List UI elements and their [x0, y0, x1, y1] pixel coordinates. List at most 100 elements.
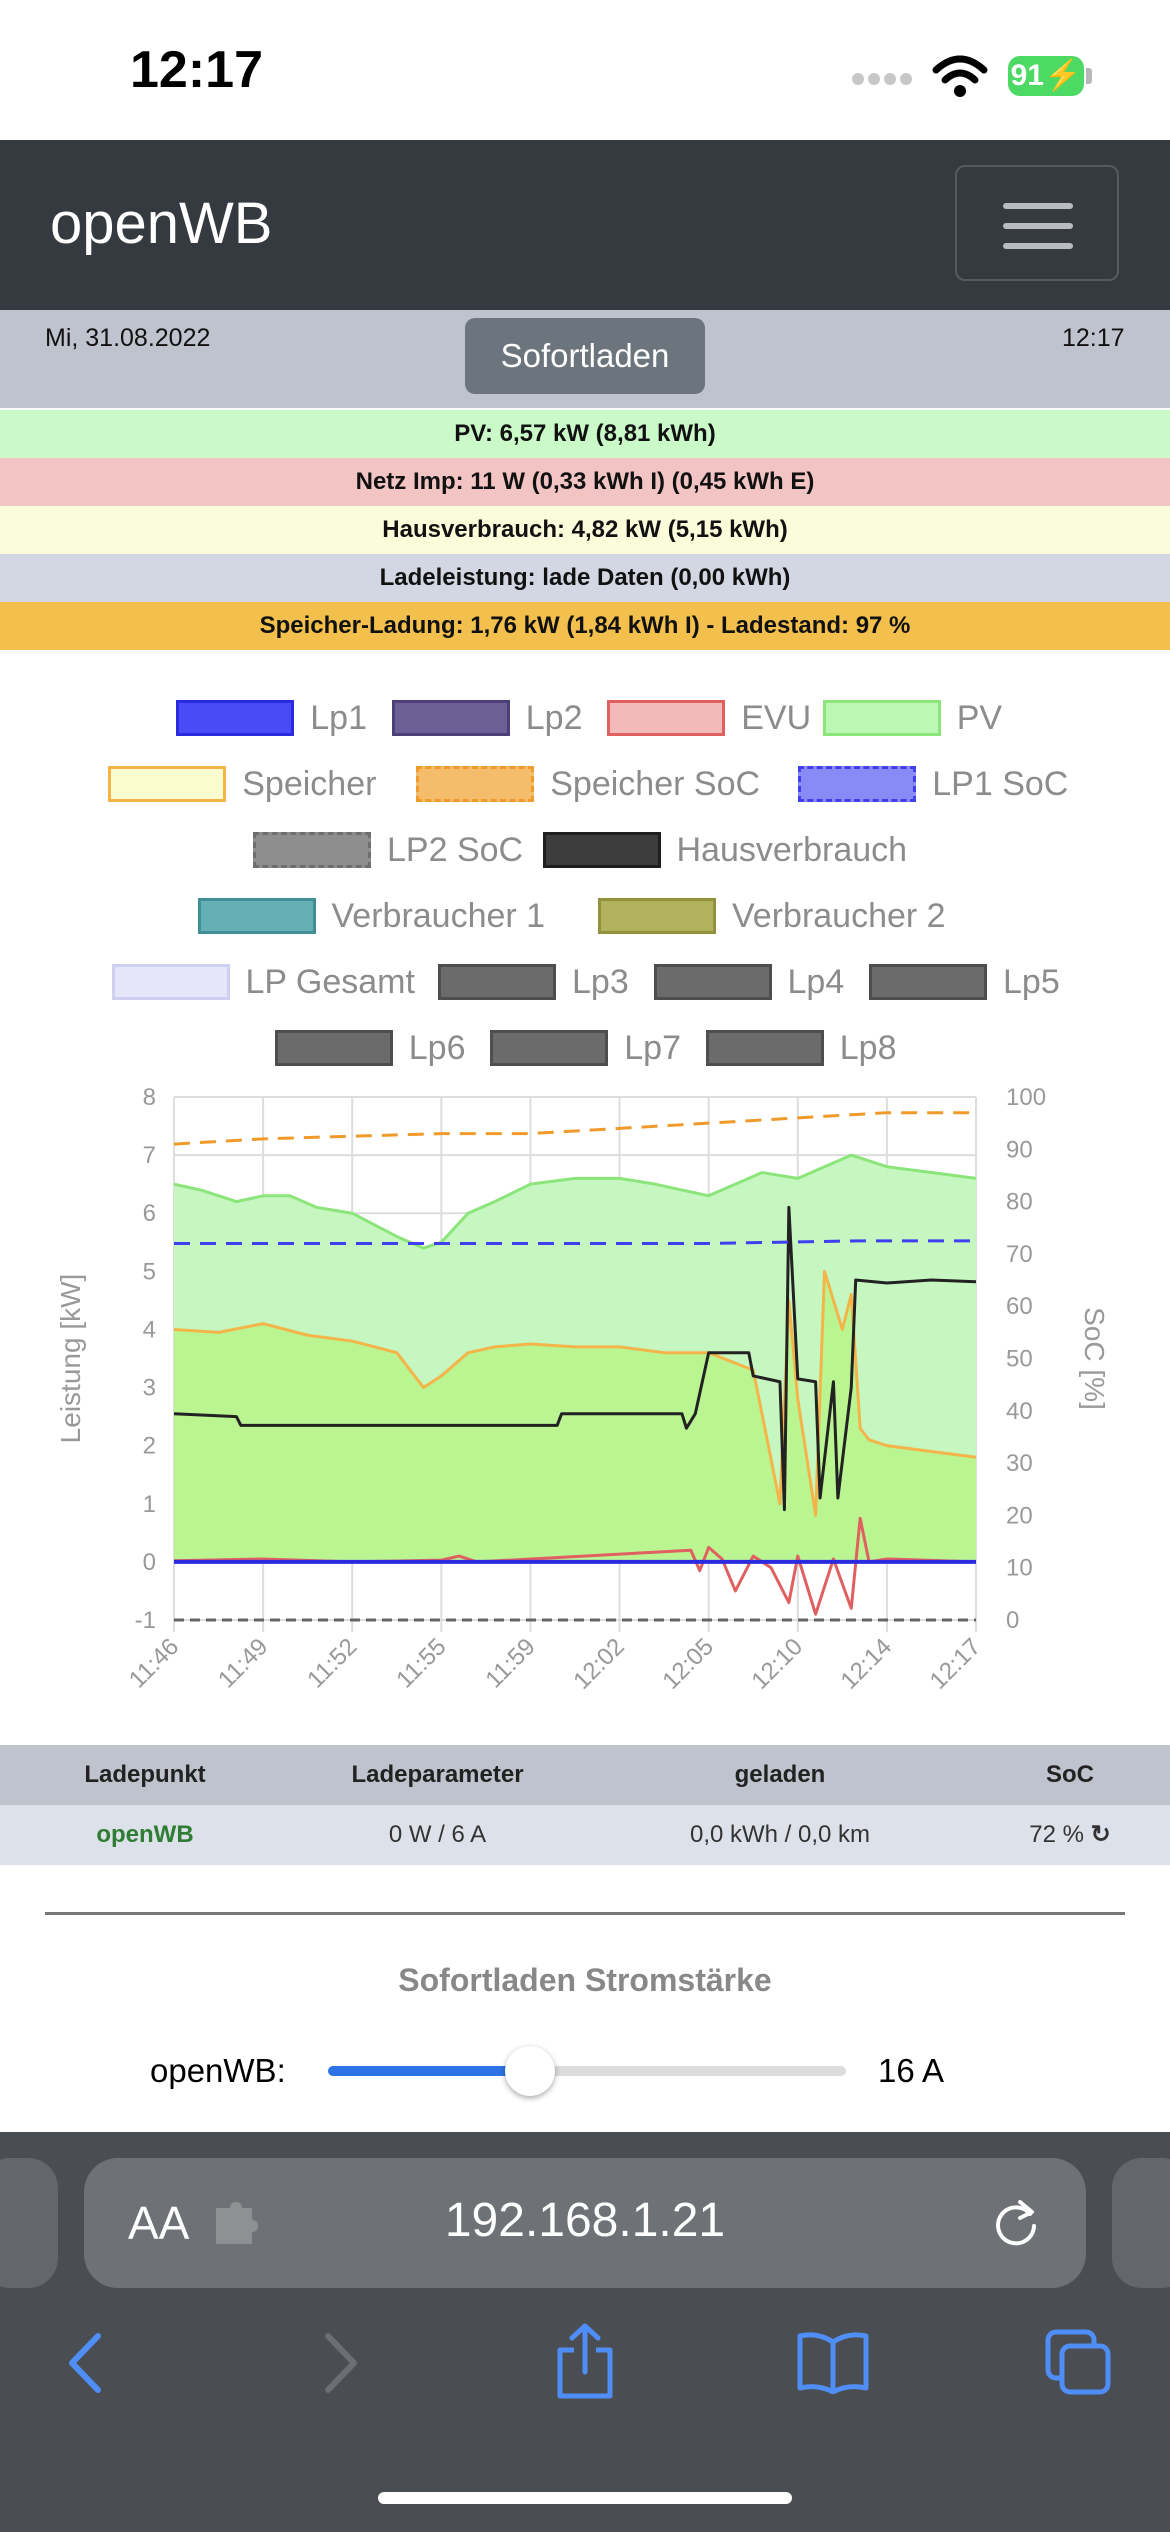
y2-tick-label: 70 — [1006, 1241, 1033, 1268]
legend-swatch — [111, 964, 230, 1000]
legend-swatch — [705, 1030, 824, 1066]
legend-item-evu[interactable]: EVU — [607, 698, 811, 738]
legend-swatch — [197, 898, 316, 934]
x-tick-label: 12:05 — [657, 1633, 719, 1695]
legend-swatch — [822, 700, 941, 736]
charged-amount: 0,0 kWh / 0,0 km — [689, 1821, 871, 1848]
x-tick-label: 11:59 — [480, 1633, 540, 1693]
reload-icon[interactable] — [990, 2196, 1042, 2250]
legend-item-lp8[interactable]: Lp8 — [705, 1028, 897, 1068]
legend-swatch — [653, 964, 772, 1000]
legend-label: Lp5 — [1003, 962, 1060, 1001]
next-tab-preview[interactable] — [1112, 2158, 1170, 2288]
legend-label: Speicher — [242, 764, 377, 803]
chargepoint-name[interactable]: openWB — [96, 1821, 194, 1848]
col-soc: SoC — [1046, 1761, 1094, 1788]
extension-icon[interactable] — [212, 2202, 262, 2246]
legend-swatch — [438, 964, 556, 1000]
legend-label: Verbraucher 1 — [331, 896, 546, 935]
status-bar — [0, 0, 1170, 140]
legend-item-hausverbrauch[interactable]: Hausverbrauch — [542, 830, 907, 870]
legend-item-lp2[interactable]: Lp2 — [391, 698, 582, 738]
current-slider-fill — [328, 2066, 531, 2076]
legend-item-verbraucher-2[interactable]: Verbraucher 2 — [598, 896, 946, 936]
legend-item-speicher[interactable]: Speicher — [108, 764, 376, 804]
y-tick-label: 2 — [143, 1433, 156, 1460]
summary-bar-3: Ladeleistung: lade Daten (0,00 kWh) — [0, 554, 1170, 602]
series-line-lp1-soc — [174, 1239, 976, 1245]
legend-label: EVU — [741, 698, 812, 737]
col-ladepunkt: Ladepunkt — [84, 1761, 206, 1788]
x-tick-label: 12:17 — [925, 1633, 987, 1695]
battery-level: 91 — [1010, 59, 1044, 92]
slider-value: 16 A — [878, 2052, 945, 2089]
text-size-button[interactable]: AA — [128, 2196, 189, 2250]
legend-swatch — [416, 766, 535, 802]
legend-item-lp4[interactable]: Lp4 — [653, 962, 845, 1002]
forward-icon[interactable] — [318, 2330, 362, 2396]
bookmarks-icon[interactable] — [796, 2330, 870, 2394]
status-time: 12:17 — [130, 41, 263, 99]
legend-label: LP Gesamt — [245, 962, 415, 1001]
battery-icon: 91⚡ — [1008, 56, 1084, 96]
current-slider-thumb[interactable] — [505, 2046, 556, 2096]
legend-label: Lp8 — [839, 1028, 897, 1067]
legend-item-lp3[interactable]: Lp3 — [438, 962, 629, 1002]
legend-label: Lp6 — [408, 1028, 466, 1067]
summary-bar-4: Speicher-Ladung: 1,76 kW (1,84 kWh I) - … — [0, 602, 1170, 650]
legend-label: Lp7 — [624, 1028, 681, 1067]
legend-item-lp7[interactable]: Lp7 — [490, 1028, 681, 1068]
sofortladen-title: Sofortladen Stromstärke — [398, 1962, 772, 1998]
charge-parameter: 0 W / 6 A — [388, 1821, 487, 1848]
y-tick-label: 7 — [143, 1142, 156, 1169]
legend-label: Lp3 — [572, 962, 629, 1001]
y-tick-label: 4 — [143, 1316, 156, 1343]
x-tick-label: 11:46 — [124, 1633, 184, 1693]
legend-swatch — [176, 700, 295, 736]
legend-label: LP1 SoC — [932, 764, 1069, 803]
url-text[interactable]: 192.168.1.21 — [444, 2194, 726, 2247]
previous-tab-preview[interactable] — [0, 2158, 58, 2288]
table-header: Ladepunkt Ladeparameter geladen SoC — [0, 1745, 1170, 1805]
y-tick-label: 0 — [143, 1549, 156, 1576]
share-icon[interactable] — [552, 2322, 618, 2400]
charge-mode-button[interactable]: Sofortladen — [465, 318, 705, 394]
current-slider-track[interactable] — [328, 2066, 846, 2076]
legend-item-lp-gesamt[interactable]: LP Gesamt — [111, 962, 415, 1002]
series-line-speicher-soc — [173, 1111, 976, 1146]
y2-tick-label: 50 — [1006, 1346, 1033, 1373]
soc-cell: 72 % ↻ — [1000, 1805, 1140, 1865]
text-size-label: AA — [128, 2197, 190, 2249]
back-icon[interactable] — [64, 2330, 108, 2396]
legend-item-lp2-soc[interactable]: LP2 SoC — [253, 830, 523, 870]
summary-bar-0: PV: 6,57 kW (8,81 kWh) — [0, 410, 1170, 458]
table-row: openWB 0 W / 6 A 0,0 kWh / 0,0 km 72 % ↻ — [0, 1805, 1170, 1865]
legend-label: Speicher SoC — [550, 764, 761, 803]
current-date: Mi, 31.08.2022 — [45, 324, 211, 352]
summary-bar-2: Hausverbrauch: 4,82 kW (5,15 kWh) — [0, 506, 1170, 554]
legend-item-lp1[interactable]: Lp1 — [176, 698, 367, 738]
tabs-icon[interactable] — [1044, 2328, 1114, 2398]
y2-tick-label: 20 — [1006, 1502, 1033, 1529]
y-tick-label: 8 — [143, 1084, 156, 1111]
x-tick-label: 12:10 — [746, 1633, 808, 1695]
divider — [45, 1912, 1125, 1915]
y2-tick-label: 90 — [1006, 1136, 1033, 1163]
menu-toggle-button[interactable] — [955, 165, 1119, 281]
legend-item-lp1-soc[interactable]: LP1 SoC — [798, 764, 1068, 804]
legend-item-lp5[interactable]: Lp5 — [869, 962, 1060, 1002]
legend-swatch — [542, 832, 661, 868]
home-indicator — [378, 2492, 792, 2504]
legend-label: Verbraucher 2 — [732, 896, 946, 935]
series-line-pv — [173, 1153, 977, 1250]
legend-item-speicher-soc[interactable]: Speicher SoC — [416, 764, 760, 804]
legend-item-pv[interactable]: PV — [822, 698, 1002, 738]
refresh-icon[interactable]: ↻ — [1090, 1821, 1111, 1848]
legend-label: Lp4 — [787, 962, 845, 1001]
brand-title[interactable]: openWB — [50, 191, 273, 256]
cellular-signal-icon — [852, 72, 916, 90]
y2-tick-label: 100 — [1006, 1084, 1046, 1111]
legend-item-lp6[interactable]: Lp6 — [274, 1028, 466, 1068]
legend-item-verbraucher-1[interactable]: Verbraucher 1 — [197, 896, 546, 936]
